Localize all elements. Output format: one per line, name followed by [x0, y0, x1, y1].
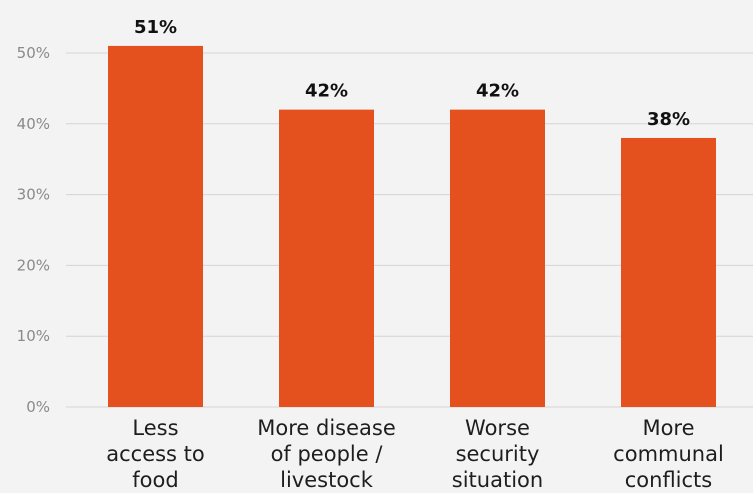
y-tick-label: 50% [17, 44, 50, 62]
y-tick-label: 0% [26, 398, 50, 416]
bar-value-label: 38% [647, 109, 690, 130]
bar-value-label: 51% [134, 17, 177, 38]
y-axis-ticks: 0% 10% 20% 30% 40% 50% [17, 44, 50, 416]
bar-value-label: 42% [476, 81, 519, 102]
y-tick-label: 40% [17, 115, 50, 133]
x-tick-label: More disease of people / livestock [257, 416, 396, 492]
bar-value-labels: 51% 42% 42% 38% [134, 17, 690, 130]
x-tick-label: Less access to food [106, 416, 205, 492]
y-tick-label: 20% [17, 256, 50, 274]
x-tick-label: More communal conflicts [613, 416, 724, 492]
bar [621, 137, 716, 407]
bar [450, 109, 545, 407]
x-tick-label: Worse security situation [452, 416, 543, 492]
bar [108, 45, 203, 408]
bar-value-label: 42% [305, 81, 348, 102]
y-tick-label: 30% [17, 186, 50, 204]
bars [108, 45, 716, 408]
x-axis-categories: Less access to food More disease of people /… [106, 416, 724, 492]
y-tick-label: 10% [17, 327, 50, 345]
bar [279, 109, 374, 407]
